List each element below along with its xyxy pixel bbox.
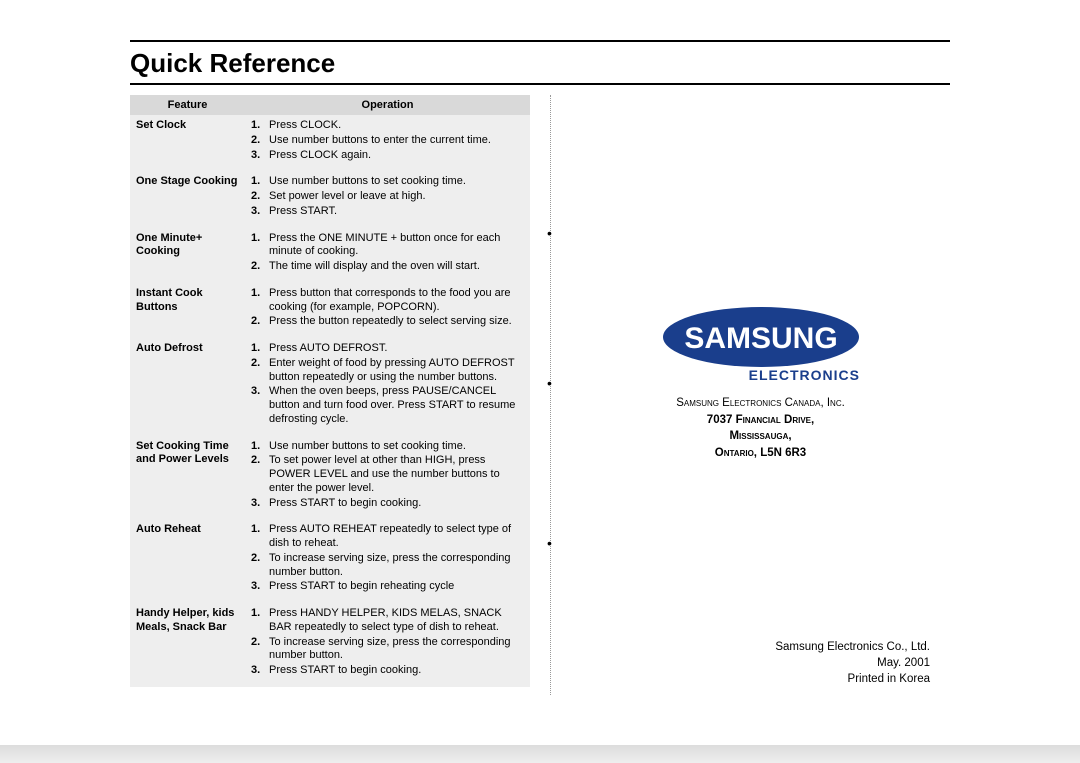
col-header-feature: Feature <box>130 95 245 115</box>
step: Press AUTO DEFROST. <box>251 342 526 356</box>
step: To set power level at other than HIGH, p… <box>251 454 526 495</box>
columns: Feature Operation Set ClockPress CLOCK.U… <box>130 95 950 695</box>
address-block: Samsung Electronics Canada, Inc. 7037 Fi… <box>591 395 930 462</box>
feature-cell: Auto Defrost <box>130 338 245 436</box>
step: Press the button repeatedly to select se… <box>251 315 526 329</box>
rule-mid <box>130 83 950 85</box>
step: Press CLOCK again. <box>251 149 526 163</box>
step: Press CLOCK. <box>251 119 526 133</box>
step: Use number buttons to set cooking time. <box>251 175 526 189</box>
step: When the oven beeps, press PAUSE/CANCEL … <box>251 385 526 426</box>
feature-cell: One Stage Cooking <box>130 171 245 227</box>
step: Press button that corresponds to the foo… <box>251 287 526 315</box>
quick-reference-table: Feature Operation Set ClockPress CLOCK.U… <box>130 95 530 687</box>
table-row: One Stage CookingUse number buttons to s… <box>130 171 530 227</box>
addr-line-3: Ontario, L5N 6R3 <box>591 445 930 462</box>
operation-cell: Use number buttons to set cooking time.S… <box>245 171 530 227</box>
brand-sub: ELECTRONICS <box>591 367 930 383</box>
step: Set power level or leave at high. <box>251 190 526 204</box>
page-title: Quick Reference <box>130 48 950 79</box>
addr-line-2: Mississauga, <box>591 428 930 445</box>
feature-cell: Set Clock <box>130 115 245 171</box>
operation-cell: Press CLOCK.Use number buttons to enter … <box>245 115 530 171</box>
footer-block: Samsung Electronics Co., Ltd. May. 2001 … <box>775 639 930 687</box>
table-row: Auto DefrostPress AUTO DEFROST.Enter wei… <box>130 338 530 436</box>
step: The time will display and the oven will … <box>251 260 526 274</box>
left-column: Feature Operation Set ClockPress CLOCK.U… <box>130 95 530 695</box>
separator-dot: • <box>547 375 555 391</box>
col-header-operation: Operation <box>245 95 530 115</box>
operation-cell: Use number buttons to set cooking time.T… <box>245 436 530 520</box>
step: Press START. <box>251 205 526 219</box>
footer-line-3: Printed in Korea <box>775 671 930 687</box>
company-line: Samsung Electronics Canada, Inc. <box>591 395 930 412</box>
step: Press START to begin reheating cycle <box>251 580 526 594</box>
step: Enter weight of food by pressing AUTO DE… <box>251 357 526 385</box>
separator-dot: • <box>547 535 555 551</box>
rule-top <box>130 40 950 42</box>
feature-cell: Set Cooking Time and Power Levels <box>130 436 245 520</box>
operation-cell: Press AUTO DEFROST.Enter weight of food … <box>245 338 530 436</box>
feature-cell: Handy Helper, kids Meals, Snack Bar <box>130 603 245 687</box>
right-column: • • • SAMSUNG ELECTRONICS Samsung Electr… <box>550 95 950 695</box>
step: Press START to begin cooking. <box>251 664 526 678</box>
page: Quick Reference Feature Operation Set Cl… <box>130 40 950 730</box>
operation-cell: Press the ONE MINUTE + button once for e… <box>245 228 530 283</box>
table-row: Set Cooking Time and Power LevelsUse num… <box>130 436 530 520</box>
brand-block: SAMSUNG ELECTRONICS Samsung Electronics … <box>591 305 930 462</box>
feature-cell: Auto Reheat <box>130 519 245 603</box>
footer-line-1: Samsung Electronics Co., Ltd. <box>775 639 930 655</box>
operation-cell: Press button that corresponds to the foo… <box>245 283 530 338</box>
separator-dot: • <box>547 225 555 241</box>
operation-cell: Press HANDY HELPER, KIDS MELAS, SNACK BA… <box>245 603 530 687</box>
table-row: Set ClockPress CLOCK.Use number buttons … <box>130 115 530 171</box>
addr-line-1: 7037 Financial Drive, <box>591 412 930 429</box>
table-row: Handy Helper, kids Meals, Snack BarPress… <box>130 603 530 687</box>
operation-cell: Press AUTO REHEAT repeatedly to select t… <box>245 519 530 603</box>
step: Use number buttons to set cooking time. <box>251 440 526 454</box>
samsung-logo: SAMSUNG <box>661 305 861 369</box>
step: To increase serving size, press the corr… <box>251 636 526 664</box>
footer-line-2: May. 2001 <box>775 655 930 671</box>
step: To increase serving size, press the corr… <box>251 552 526 580</box>
step: Press HANDY HELPER, KIDS MELAS, SNACK BA… <box>251 607 526 635</box>
step: Press the ONE MINUTE + button once for e… <box>251 232 526 260</box>
feature-cell: One Minute+ Cooking <box>130 228 245 283</box>
feature-cell: Instant Cook Buttons <box>130 283 245 338</box>
table-row: Instant Cook ButtonsPress button that co… <box>130 283 530 338</box>
logo-text: SAMSUNG <box>684 322 837 355</box>
table-row: Auto ReheatPress AUTO REHEAT repeatedly … <box>130 519 530 603</box>
table-row: One Minute+ CookingPress the ONE MINUTE … <box>130 228 530 283</box>
step: Press START to begin cooking. <box>251 497 526 511</box>
bottom-shadow <box>0 745 1080 763</box>
step: Press AUTO REHEAT repeatedly to select t… <box>251 523 526 551</box>
step: Use number buttons to enter the current … <box>251 134 526 148</box>
